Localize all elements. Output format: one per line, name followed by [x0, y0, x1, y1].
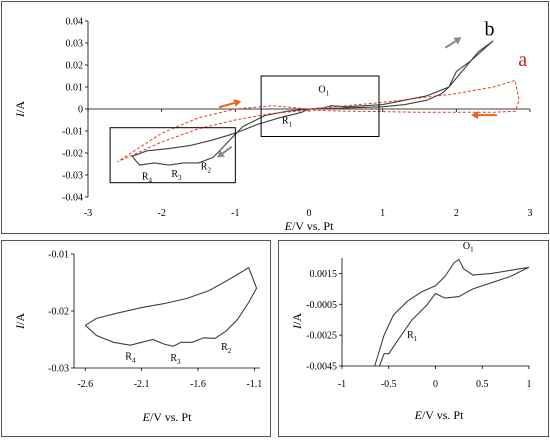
- x-tick-label: -2.1: [134, 379, 150, 390]
- y-axis-title: I/A: [13, 313, 27, 330]
- peak-label-R2: R2: [221, 342, 232, 355]
- x-tick-label: -0.5: [381, 379, 397, 390]
- scan-direction-arrow: [216, 146, 233, 158]
- y-tick-label: 0.02: [66, 61, 84, 72]
- peak-label-R1: R1: [282, 115, 293, 128]
- y-tick-label: -0.01: [48, 250, 69, 261]
- y-tick-label: -0.0025: [306, 331, 337, 342]
- y-tick-label: 0.03: [66, 39, 84, 50]
- oxidation-zoom-chart: 0.0015 -0.0005 -0.0025 -0.0045-1 -0.5 0 0.5 1 E/…: [290, 241, 532, 422]
- main-cv-panel: 0.04 0.03 0.02 0.01 0 -0.01 -0.02 -0.03 -0.04 -3 -…: [1, 1, 549, 234]
- peak-label-R4: R4: [142, 171, 153, 184]
- x-tick-label: -2.6: [77, 379, 93, 390]
- peak-label-a: a: [518, 49, 527, 71]
- x-tick-label: 0.5: [476, 379, 489, 390]
- scan-direction-arrow: [218, 99, 242, 109]
- x-tick-label: -1.6: [190, 379, 206, 390]
- zoom-region-box: [109, 127, 236, 184]
- x-tick-label: -3: [84, 208, 92, 219]
- x-axis-title: E/V vs. Pt: [284, 219, 334, 233]
- main-cv-chart: 0.04 0.03 0.02 0.01 0 -0.01 -0.02 -0.03 -0.04-3 -…: [13, 17, 533, 234]
- x-tick-label: 3: [528, 208, 533, 219]
- x-axis-title: E/V vs. Pt: [414, 408, 464, 422]
- zoom-region-box: [260, 75, 380, 137]
- x-tick-label: -2: [157, 208, 165, 219]
- x-tick-label: 0: [433, 379, 438, 390]
- y-tick-label: -0.02: [62, 149, 83, 160]
- peak-label-R4: R4: [125, 351, 136, 364]
- peak-label-R3: R3: [170, 353, 181, 366]
- y-tick-label: -0.01: [62, 127, 83, 138]
- y-tick-label: -0.04: [62, 193, 83, 204]
- oxidation-zoom-panel: 0.0015 -0.0005 -0.0025 -0.0045 -1 -0.5 0 0.5 1 E/…: [278, 240, 549, 437]
- x-tick-label: 2: [454, 208, 459, 219]
- x-axis-title: E/V vs. Pt: [142, 410, 192, 424]
- y-tick-label: -0.0045: [306, 362, 337, 373]
- y-tick-label: 0: [78, 105, 83, 116]
- series-line: [84, 266, 258, 347]
- scan-direction-arrow: [471, 111, 497, 120]
- y-tick-label: -0.03: [62, 171, 83, 182]
- y-tick-label: -0.02: [48, 307, 69, 318]
- x-tick-label: -1.1: [246, 379, 262, 390]
- x-tick-label: -1: [231, 208, 239, 219]
- reduction-zoom-chart: -0.01 -0.02 -0.03 -2.6 -2.1 -1.6 -1.1 E/V vs. P…: [13, 250, 262, 425]
- y-tick-label: -0.0005: [306, 300, 337, 311]
- y-tick-label: 0.0015: [310, 269, 338, 280]
- peak-label-R2: R2: [201, 162, 212, 175]
- peak-label-R1: R1: [407, 330, 418, 343]
- x-tick-label: 0: [307, 208, 312, 219]
- y-tick-label: 0.01: [66, 83, 84, 94]
- y-tick-label: -0.03: [48, 364, 69, 375]
- x-tick-label: 1: [527, 379, 532, 390]
- y-tick-label: 0.04: [66, 17, 84, 28]
- x-tick-label: -1: [338, 379, 346, 390]
- x-tick-label: 1: [380, 208, 385, 219]
- y-axis-title: I/A: [290, 313, 304, 330]
- peak-label-R3: R3: [171, 169, 182, 182]
- scan-direction-arrow: [444, 37, 462, 49]
- peak-label-O1: O1: [463, 241, 474, 254]
- peak-label-O1: O1: [318, 85, 329, 98]
- series-line-b: [131, 40, 494, 166]
- series-line: [374, 258, 530, 367]
- y-axis-title: I/A: [13, 101, 27, 118]
- peak-label-b: b: [484, 18, 494, 40]
- reduction-zoom-panel: -0.01 -0.02 -0.03 -2.6 -2.1 -1.6 -1.1 E/V vs. P…: [1, 240, 271, 437]
